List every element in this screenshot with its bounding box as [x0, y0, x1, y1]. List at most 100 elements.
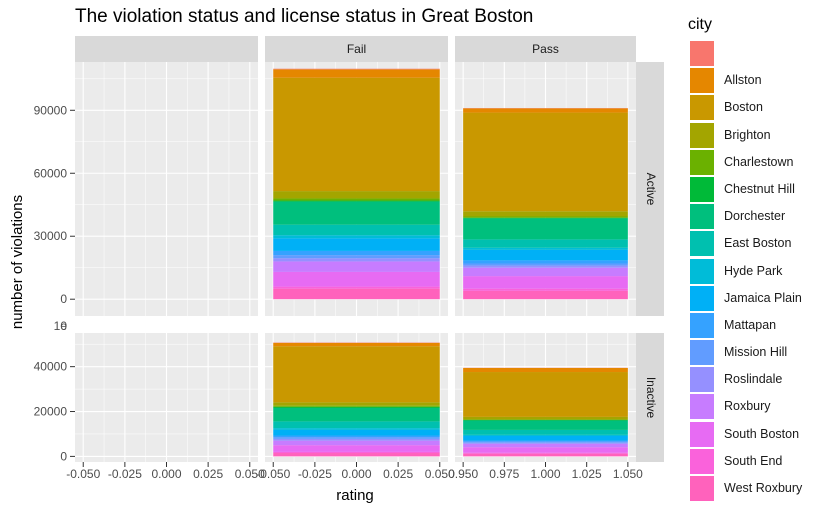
x-tick-label: -0.050	[66, 467, 100, 481]
bar-segment	[463, 435, 628, 441]
bar-segment	[463, 211, 628, 217]
facet-strip-top	[455, 36, 636, 62]
legend-key	[690, 68, 714, 94]
bar-segment	[273, 201, 440, 225]
bar-segment	[463, 434, 628, 436]
legend-item: Chestnut Hill	[690, 176, 795, 203]
facet-strip-label: Active	[644, 173, 658, 206]
legend-items: Allston Boston Brighton Charlestown Chestnut…	[690, 40, 802, 502]
bar-segment	[463, 429, 628, 435]
legend-key	[690, 149, 714, 175]
bar-segment	[463, 372, 628, 417]
bar-segment	[463, 216, 628, 218]
bar-segment	[463, 452, 628, 454]
legend-label: West Roxbury	[724, 481, 803, 495]
legend-item: South Boston	[690, 421, 799, 448]
bar-segment	[273, 69, 440, 78]
bar-segment	[273, 224, 440, 236]
bar-segment	[463, 440, 628, 442]
x-tick-label: 1.000	[530, 467, 560, 481]
legend-label: Brighton	[724, 127, 771, 142]
bar-segment	[273, 191, 440, 199]
bar-segment	[463, 442, 628, 444]
legend-label: South Boston	[724, 426, 800, 441]
x-tick-label: 1.025	[572, 467, 602, 481]
facet-strip-label: Inactive	[644, 377, 658, 419]
x-tick-label: -0.025	[108, 467, 142, 481]
bar-segment	[463, 441, 628, 443]
legend-key	[690, 394, 714, 420]
bar-segment	[273, 451, 440, 454]
legend-item: West Roxbury	[690, 475, 802, 502]
bar-segment	[273, 271, 440, 287]
bar-segment	[273, 255, 440, 259]
legend-label: Roslindale	[724, 372, 783, 387]
legend-key	[690, 122, 714, 148]
bar-segment	[273, 445, 440, 452]
bar-segment	[273, 405, 440, 407]
x-tick-label: 0.025	[193, 467, 223, 481]
bar-segment	[463, 453, 628, 457]
legend-item: Hyde Park	[690, 258, 782, 285]
x-tick-label: 0.000	[341, 467, 371, 481]
legend-label: Allston	[724, 73, 762, 88]
bar-stacks	[273, 68, 628, 457]
bar-segment	[273, 288, 440, 300]
bar-segment	[463, 290, 628, 300]
y-tick-label: 90000	[34, 103, 68, 117]
x-tick-label: -0.050	[256, 467, 290, 481]
y-tick-label: 20000	[34, 405, 68, 419]
y-tick-label-overlap: 0	[60, 319, 67, 333]
y-tick-label: 30000	[34, 229, 68, 243]
facet-strip-label: Pass	[532, 42, 559, 56]
y-tick-label: 60000	[34, 166, 68, 180]
bar-segment	[463, 108, 628, 113]
legend-key	[690, 448, 714, 474]
bar-segment	[273, 407, 440, 422]
legend-key	[690, 421, 714, 447]
chart-title: The violation status and license status …	[75, 6, 534, 27]
facet-strips: Fail Pass Active Inactive	[75, 36, 664, 462]
y-tick-label-overlap: 1e	[54, 319, 68, 333]
legend-label: Mattapan	[724, 317, 777, 332]
legend-item: South End	[690, 448, 782, 475]
y-axis-title: number of violations	[9, 195, 26, 329]
bar-segment	[273, 437, 440, 439]
bar-segment	[273, 250, 440, 256]
legend-item: East Boston	[690, 230, 791, 257]
bar-segment	[273, 406, 440, 408]
legend-item: Dorchester	[690, 203, 785, 230]
bar-segment	[463, 419, 628, 421]
bar-segment	[463, 265, 628, 268]
legend-label: East Boston	[724, 236, 792, 251]
legend-label: Roxbury	[724, 399, 771, 414]
bar-segment	[463, 367, 628, 373]
bar-segment	[463, 443, 628, 448]
x-tick-label: 0.975	[489, 467, 519, 481]
bar-segment	[463, 416, 628, 420]
bar-segment	[463, 239, 628, 248]
legend-key	[690, 41, 714, 66]
legend-key	[690, 476, 714, 501]
bar-segment	[463, 218, 628, 240]
bar-segment	[273, 286, 440, 289]
legend-key	[690, 312, 714, 338]
bar-segment	[463, 247, 628, 250]
bar-segment	[273, 258, 440, 262]
legend-item: Brighton	[690, 122, 771, 149]
x-axis-title: rating	[336, 487, 374, 504]
x-tick-label: 0.000	[151, 467, 181, 481]
facet-strip-right	[636, 62, 664, 316]
legend-key	[690, 231, 714, 257]
bar-segment	[273, 238, 440, 251]
legend-key	[690, 367, 714, 393]
legend-key	[690, 204, 714, 230]
legend-item: Mission Hill	[690, 339, 787, 366]
legend-item: Charlestown	[690, 149, 793, 176]
x-tick-label: 0.025	[383, 467, 413, 481]
facet-strip-right	[636, 333, 664, 462]
legend-label: Mission Hill	[724, 345, 788, 360]
bar-segment	[273, 421, 440, 429]
x-tick-label: 1.050	[613, 467, 643, 481]
